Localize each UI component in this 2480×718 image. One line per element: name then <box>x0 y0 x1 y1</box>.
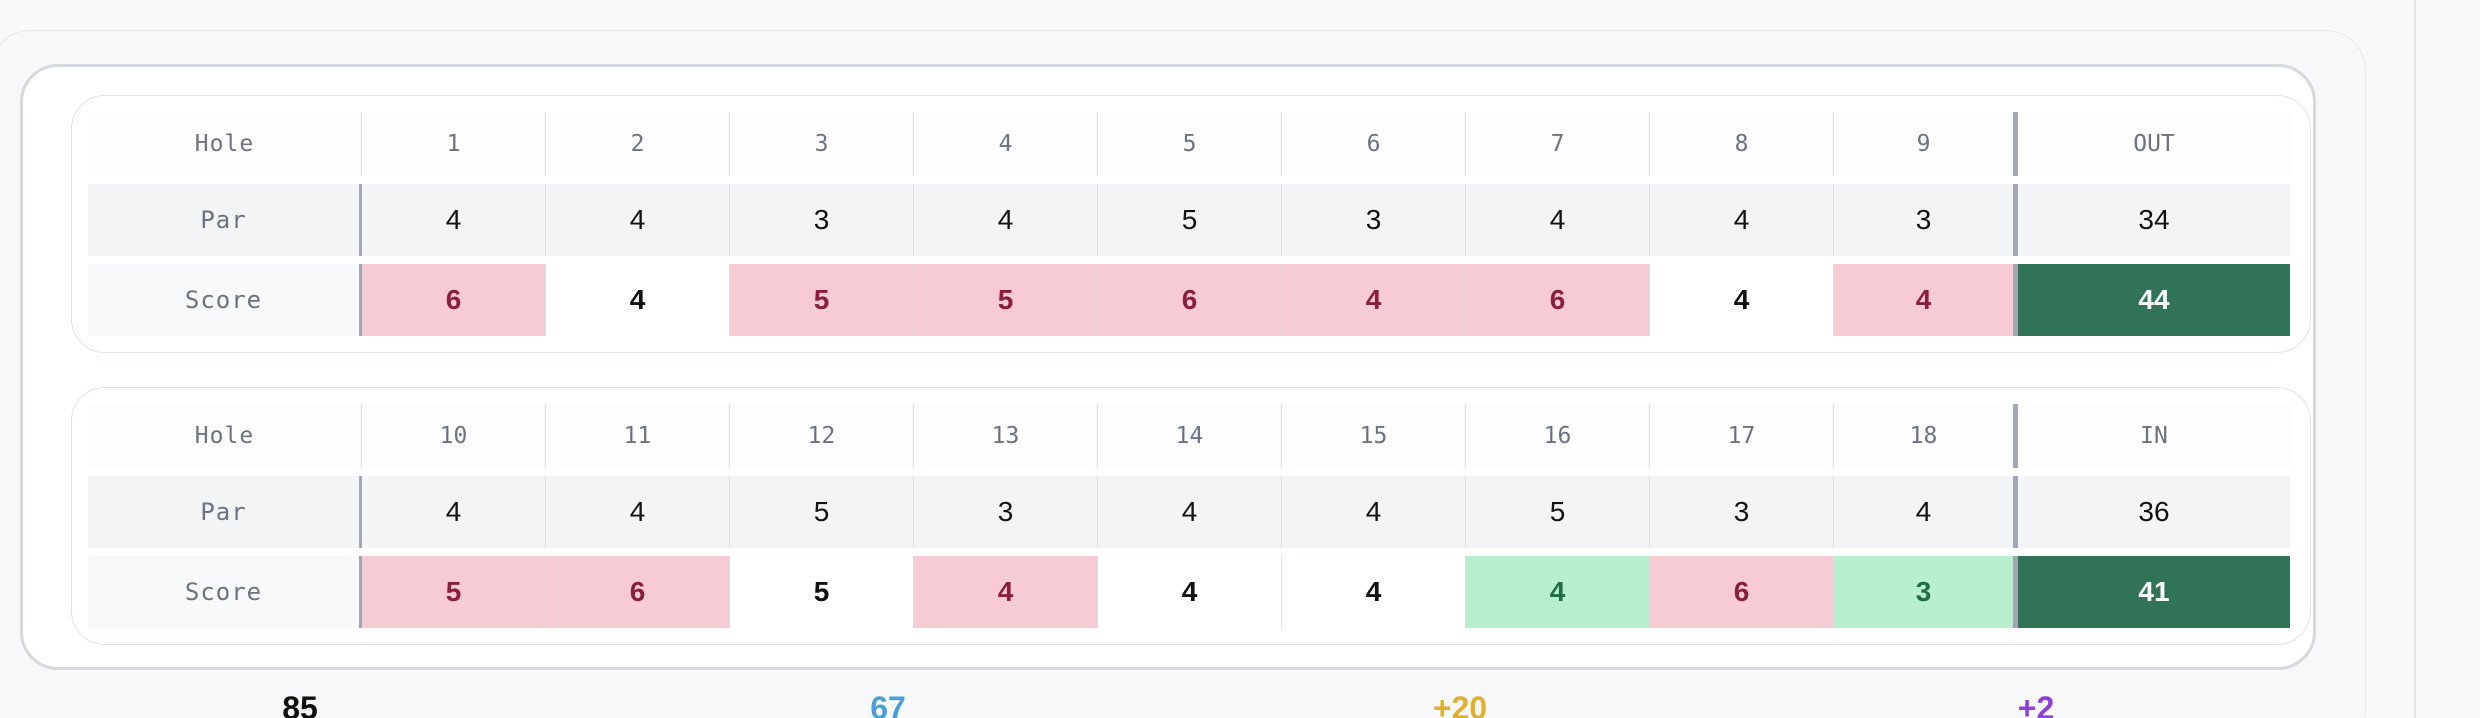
score-cell[interactable]: 4 <box>1466 556 1650 628</box>
par-value: 4 <box>1650 184 1834 256</box>
score-cell[interactable]: 6 <box>1466 264 1650 336</box>
hole-number: 1 <box>362 112 546 176</box>
differential-stat: +2 <box>2017 690 2055 718</box>
back-nine-table: Hole 10 11 12 13 14 15 16 17 18 IN Par 4 4 5 3 4 4 5 3 4 36 Sc… <box>71 387 2311 645</box>
hole-number: 18 <box>1834 404 2018 468</box>
score-cell[interactable]: 6 <box>546 556 730 628</box>
par-label: Par <box>88 184 362 256</box>
par-row: Par 4 4 5 3 4 4 5 3 4 36 <box>88 476 2290 548</box>
par-value: 3 <box>1834 184 2018 256</box>
score-total: 41 <box>2018 556 2290 628</box>
score-cell[interactable]: 4 <box>1098 556 1282 628</box>
hole-number: 16 <box>1466 404 1650 468</box>
summary-stats: 85 67 +20 +2 <box>0 690 2360 718</box>
hole-number: 6 <box>1282 112 1466 176</box>
scorecard-card: Hole 1 2 3 4 5 6 7 8 9 OUT Par 4 4 3 4 5 3 4 4 3 34 Score 6 4 5 5 6… <box>20 64 2316 670</box>
par-value: 4 <box>1098 476 1282 548</box>
score-total: 44 <box>2018 264 2290 336</box>
score-cell[interactable]: 5 <box>914 264 1098 336</box>
hole-label: Hole <box>88 112 362 176</box>
handicap-stat: 67 <box>870 690 906 718</box>
hole-number: 7 <box>1466 112 1650 176</box>
score-cell[interactable]: 4 <box>546 264 730 336</box>
score-cell[interactable]: 4 <box>1282 556 1466 628</box>
hole-number: 13 <box>914 404 1098 468</box>
hole-number: 9 <box>1834 112 2018 176</box>
hole-number: 4 <box>914 112 1098 176</box>
hole-number: 15 <box>1282 404 1466 468</box>
score-cell[interactable]: 4 <box>914 556 1098 628</box>
par-value: 3 <box>1650 476 1834 548</box>
par-value: 4 <box>1282 476 1466 548</box>
par-total: 36 <box>2018 476 2290 548</box>
hole-number: 14 <box>1098 404 1282 468</box>
hole-label: Hole <box>88 404 362 468</box>
par-value: 3 <box>914 476 1098 548</box>
hole-number: 8 <box>1650 112 1834 176</box>
total-strokes-stat: 85 <box>282 690 318 718</box>
par-label: Par <box>88 476 362 548</box>
par-value: 5 <box>730 476 914 548</box>
total-label: IN <box>2018 404 2290 468</box>
score-cell[interactable]: 4 <box>1650 264 1834 336</box>
score-row: Score 6 4 5 5 6 4 6 4 4 44 <box>88 264 2290 336</box>
par-value: 4 <box>546 476 730 548</box>
right-divider <box>2414 0 2416 718</box>
hole-number: 10 <box>362 404 546 468</box>
score-cell[interactable]: 5 <box>730 556 914 628</box>
hole-row: Hole 10 11 12 13 14 15 16 17 18 IN <box>88 404 2290 468</box>
score-cell[interactable]: 6 <box>1098 264 1282 336</box>
hole-number: 3 <box>730 112 914 176</box>
hole-row: Hole 1 2 3 4 5 6 7 8 9 OUT <box>88 112 2290 176</box>
score-cell[interactable]: 6 <box>362 264 546 336</box>
hole-number: 11 <box>546 404 730 468</box>
total-label: OUT <box>2018 112 2290 176</box>
par-total: 34 <box>2018 184 2290 256</box>
par-value: 3 <box>730 184 914 256</box>
score-cell[interactable]: 5 <box>362 556 546 628</box>
par-value: 5 <box>1466 476 1650 548</box>
score-cell[interactable]: 6 <box>1650 556 1834 628</box>
score-cell[interactable]: 4 <box>1834 264 2018 336</box>
over-par-stat: +20 <box>1432 690 1488 718</box>
hole-number: 17 <box>1650 404 1834 468</box>
par-value: 3 <box>1282 184 1466 256</box>
par-value: 4 <box>362 184 546 256</box>
par-row: Par 4 4 3 4 5 3 4 4 3 34 <box>88 184 2290 256</box>
par-value: 4 <box>546 184 730 256</box>
par-value: 4 <box>1834 476 2018 548</box>
hole-number: 12 <box>730 404 914 468</box>
score-cell[interactable]: 3 <box>1834 556 2018 628</box>
par-value: 4 <box>914 184 1098 256</box>
hole-number: 2 <box>546 112 730 176</box>
front-nine-table: Hole 1 2 3 4 5 6 7 8 9 OUT Par 4 4 3 4 5 3 4 4 3 34 Score 6 4 5 5 6… <box>71 95 2311 353</box>
score-label: Score <box>88 556 362 628</box>
score-cell[interactable]: 5 <box>730 264 914 336</box>
hole-number: 5 <box>1098 112 1282 176</box>
par-value: 4 <box>1466 184 1650 256</box>
par-value: 4 <box>362 476 546 548</box>
score-row: Score 5 6 5 4 4 4 4 6 3 41 <box>88 556 2290 628</box>
score-cell[interactable]: 4 <box>1282 264 1466 336</box>
score-label: Score <box>88 264 362 336</box>
par-value: 5 <box>1098 184 1282 256</box>
